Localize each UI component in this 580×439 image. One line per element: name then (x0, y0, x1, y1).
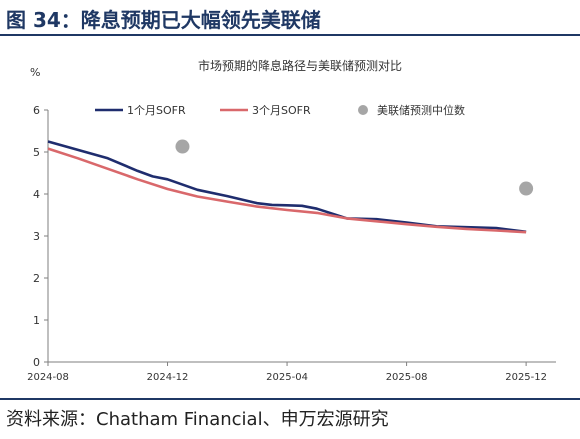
y-tick-label: 5 (33, 146, 40, 159)
series-marker (175, 139, 190, 154)
y-tick-label: 2 (33, 272, 40, 285)
series-line (47, 140, 527, 234)
y-tick-label: 3 (33, 230, 40, 243)
series-marker (519, 181, 534, 196)
figure-title: 图 34：降息预期已大幅领先美联储 (6, 8, 321, 32)
y-axis-unit: % (30, 66, 40, 79)
x-tick-label: 2025-08 (386, 372, 428, 383)
legend-label: 美联储预测中位数 (377, 103, 465, 117)
line-chart: 市场预期的降息路径与美联储预测对比 % 0 1 2 3 4 5 6 2024-08 2024-1… (27, 58, 556, 383)
legend-label: 1个月SOFR (127, 104, 186, 117)
y-tick-label: 4 (33, 188, 40, 201)
x-tick-label: 2025-12 (505, 372, 547, 383)
x-tick-label: 2025-04 (266, 372, 308, 383)
legend-label: 3个月SOFR (252, 104, 311, 117)
x-tick-label: 2024-12 (147, 372, 189, 383)
chart-title: 市场预期的降息路径与美联储预测对比 (198, 58, 402, 73)
y-tick-label: 0 (33, 356, 40, 369)
plot-area (47, 139, 534, 234)
source-note: 资料来源：Chatham Financial、申万宏源研究 (6, 409, 389, 430)
footer-divider (0, 398, 580, 400)
figure-header: 图 34：降息预期已大幅领先美联储 (0, 0, 580, 36)
axes: 0 1 2 3 4 5 6 2024-08 2024-12 2025-04 2025-08 2025-… (27, 104, 556, 383)
series-line (47, 147, 527, 234)
legend-marker (358, 105, 368, 115)
y-tick-label: 1 (33, 314, 40, 327)
x-tick-label: 2024-08 (27, 372, 69, 383)
y-tick-label: 6 (33, 104, 40, 117)
legend: 1个月SOFR 3个月SOFR 美联储预测中位数 (95, 103, 465, 117)
